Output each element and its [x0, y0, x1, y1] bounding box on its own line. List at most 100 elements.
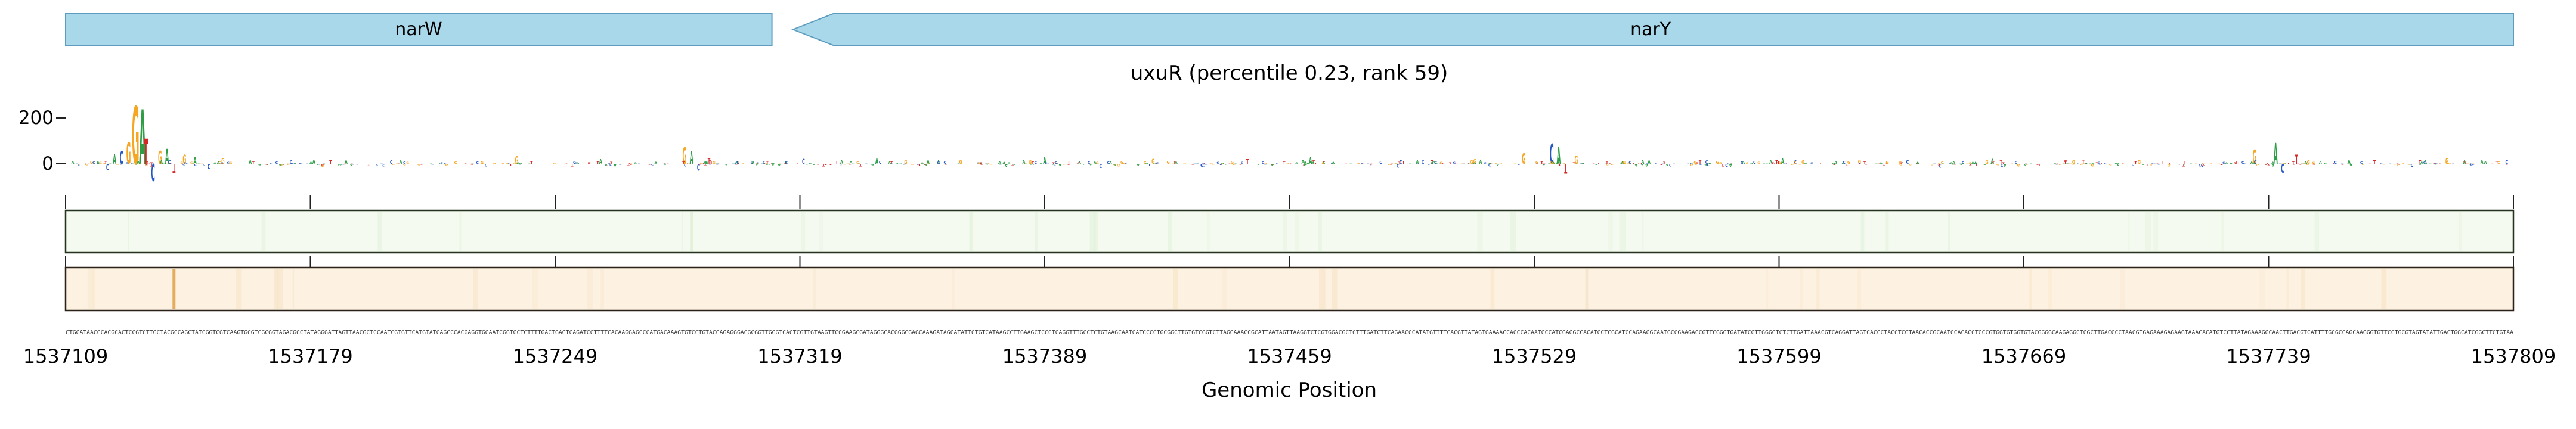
- svg-text:T: T: [1846, 163, 1849, 166]
- svg-text:C: C: [2389, 163, 2391, 164]
- svg-text:C: C: [1949, 163, 1951, 164]
- svg-text:C: C: [609, 163, 611, 164]
- svg-text:A: A: [2116, 163, 2119, 164]
- svg-text:C: C: [958, 163, 960, 164]
- svg-text:G: G: [1029, 163, 1032, 164]
- svg-text:G: G: [281, 163, 284, 166]
- svg-text:C: C: [1794, 160, 1797, 165]
- svg-text:C: C: [763, 160, 766, 165]
- svg-text:G: G: [218, 163, 222, 164]
- svg-text:G: G: [1695, 163, 1698, 165]
- svg-text:C: C: [1725, 163, 1728, 168]
- svg-text:T: T: [1220, 163, 1223, 166]
- svg-text:C: C: [96, 163, 98, 164]
- svg-text:C: C: [1687, 163, 1689, 164]
- svg-text:A: A: [725, 163, 728, 166]
- svg-text:A: A: [2182, 164, 2186, 165]
- svg-text:C: C: [1906, 159, 1909, 165]
- svg-text:G: G: [2283, 163, 2286, 164]
- svg-text:G: G: [116, 163, 119, 165]
- svg-text:A: A: [1556, 159, 1559, 165]
- svg-text:G: G: [2122, 163, 2125, 164]
- svg-text:C: C: [2341, 163, 2343, 164]
- svg-text:C: C: [1204, 163, 1206, 165]
- svg-text:T: T: [2082, 158, 2085, 166]
- svg-text:G: G: [663, 163, 667, 164]
- svg-text:C: C: [1045, 162, 1048, 164]
- svg-text:A: A: [2024, 163, 2027, 166]
- svg-text:T: T: [1402, 160, 1405, 166]
- svg-text:T: T: [1155, 163, 1157, 164]
- svg-text:A: A: [2348, 158, 2351, 166]
- svg-text:A: A: [839, 163, 843, 164]
- svg-text:C: C: [1727, 163, 1729, 164]
- svg-text:T: T: [1885, 163, 1887, 164]
- svg-text:A: A: [2141, 163, 2144, 165]
- svg-text:T: T: [2297, 163, 2299, 164]
- svg-text:T: T: [2122, 163, 2124, 164]
- svg-text:T: T: [2496, 161, 2499, 165]
- gene-label-narY: narY: [1630, 19, 1671, 40]
- svg-text:C: C: [1241, 162, 1244, 165]
- svg-text:A: A: [1408, 163, 1412, 164]
- svg-text:C: C: [1035, 161, 1038, 165]
- svg-text:A: A: [1113, 163, 1116, 166]
- svg-text:G: G: [1024, 163, 1028, 164]
- svg-text:A: A: [339, 163, 342, 166]
- svg-text:G: G: [2281, 163, 2284, 164]
- svg-text:A: A: [2284, 163, 2287, 164]
- svg-text:T: T: [1203, 163, 1205, 164]
- svg-text:T: T: [1938, 163, 1941, 166]
- svg-text:A: A: [957, 163, 961, 164]
- svg-text:G: G: [1390, 163, 1394, 164]
- svg-text:C: C: [1205, 163, 1208, 164]
- svg-text:A: A: [1332, 162, 1335, 165]
- svg-text:C: C: [1453, 162, 1456, 165]
- svg-text:A: A: [2420, 161, 2423, 165]
- svg-text:T: T: [88, 163, 91, 164]
- svg-text:T: T: [2268, 163, 2271, 166]
- svg-text:T: T: [2157, 163, 2159, 164]
- svg-text:T: T: [465, 163, 467, 164]
- svg-text:A: A: [72, 160, 75, 165]
- svg-text:C: C: [1435, 161, 1437, 165]
- svg-text:A: A: [1311, 162, 1314, 165]
- svg-text:T: T: [1271, 163, 1273, 165]
- svg-text:T: T: [1564, 161, 1567, 176]
- svg-text:C: C: [1655, 163, 1658, 165]
- svg-text:C: C: [1149, 163, 1151, 166]
- svg-text:G: G: [513, 163, 516, 164]
- svg-text:G: G: [1798, 164, 1802, 165]
- svg-text:T: T: [709, 159, 712, 165]
- svg-text:C: C: [2001, 163, 2004, 167]
- svg-text:A: A: [1431, 162, 1435, 165]
- svg-text:G: G: [158, 148, 162, 169]
- svg-text:A: A: [1804, 163, 1807, 164]
- svg-text:A: A: [97, 161, 100, 165]
- svg-text:C: C: [857, 163, 860, 164]
- svg-text:C: C: [120, 163, 122, 164]
- svg-text:C: C: [106, 161, 109, 172]
- svg-text:C: C: [1974, 163, 1977, 164]
- svg-text:T: T: [2182, 163, 2185, 167]
- svg-text:A: A: [1272, 163, 1275, 166]
- svg-text:A: A: [986, 163, 989, 164]
- svg-text:C: C: [352, 163, 354, 164]
- svg-text:G: G: [2109, 163, 2112, 166]
- svg-text:C: C: [697, 161, 700, 172]
- svg-text:G: G: [321, 163, 324, 167]
- svg-text:G: G: [1212, 164, 1215, 165]
- svg-text:G: G: [1029, 159, 1032, 165]
- svg-text:A: A: [258, 163, 261, 166]
- svg-text:A: A: [1875, 163, 1879, 164]
- svg-text:C: C: [999, 163, 1002, 164]
- svg-text:G: G: [1858, 158, 1862, 166]
- svg-text:C: C: [151, 163, 154, 164]
- svg-text:C: C: [1200, 163, 1203, 166]
- svg-text:C: C: [97, 163, 100, 164]
- svg-text:T: T: [2002, 162, 2005, 164]
- svg-text:A: A: [1058, 163, 1061, 166]
- x-tick-label: 1537459: [1247, 345, 1332, 368]
- svg-text:G: G: [1847, 160, 1850, 165]
- svg-text:C: C: [573, 161, 576, 165]
